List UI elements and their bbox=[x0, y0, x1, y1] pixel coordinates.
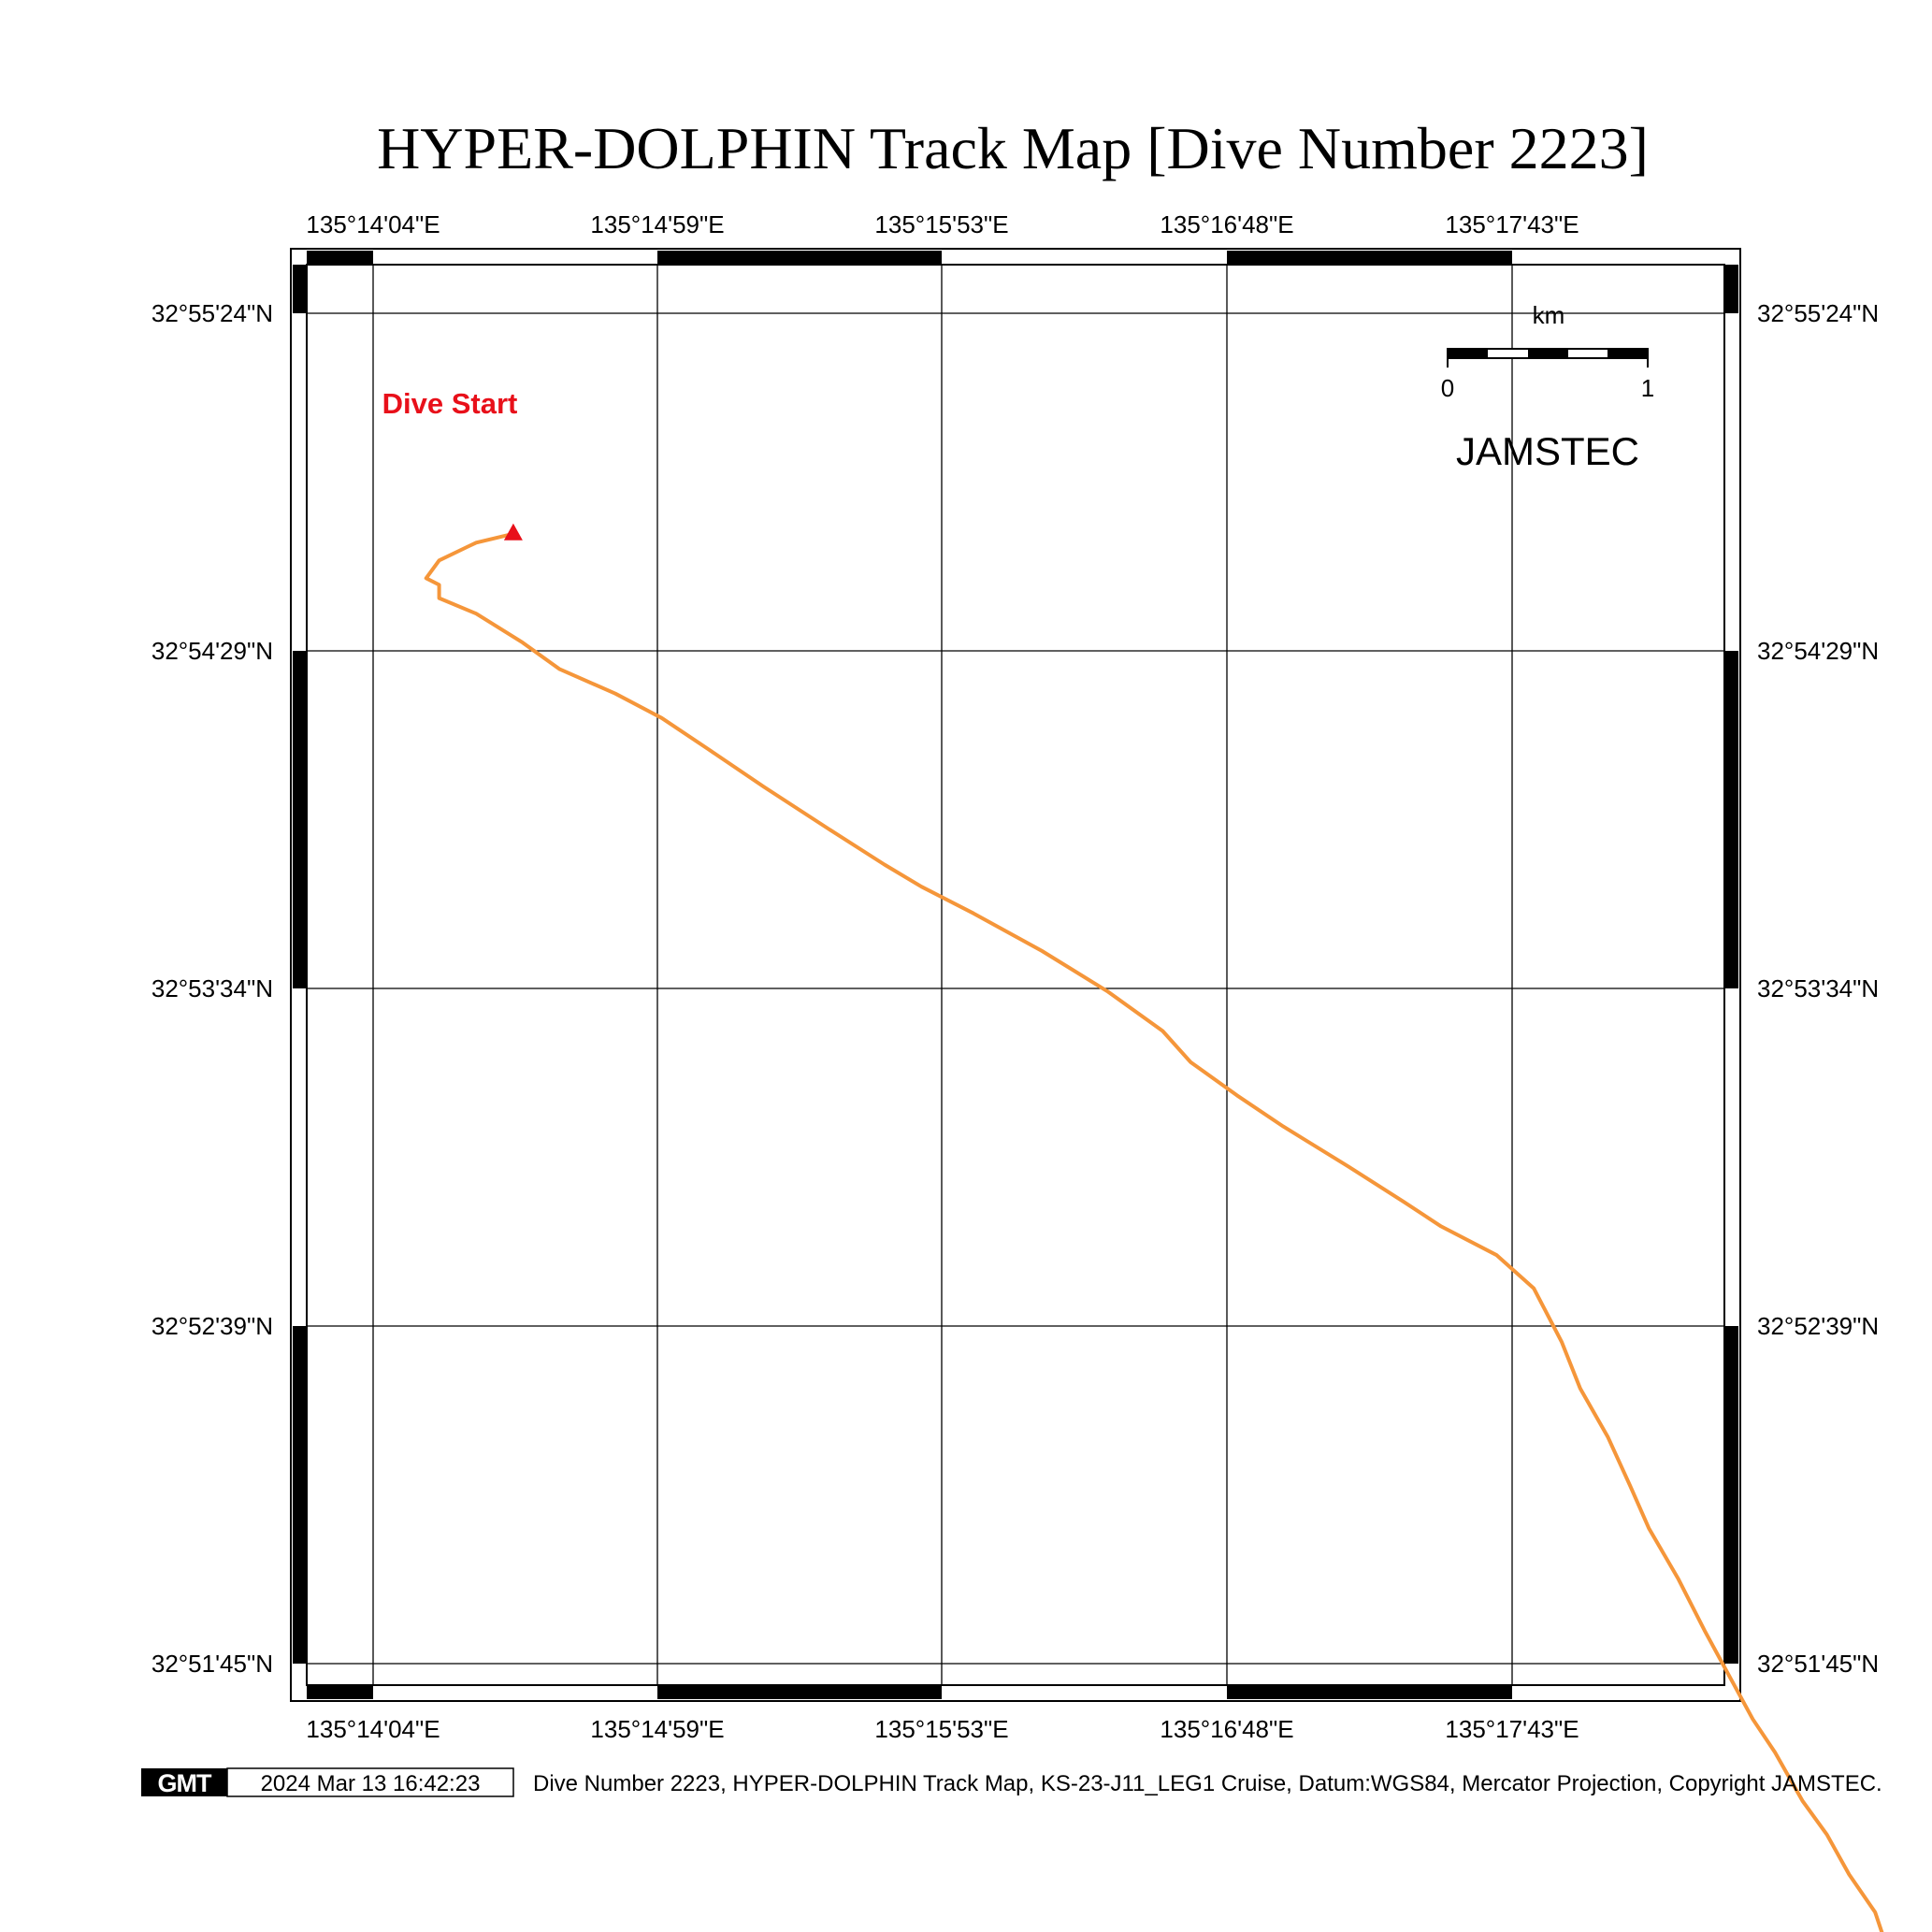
frame-checker-segment bbox=[307, 251, 373, 265]
scale-bar: km 0 1 bbox=[1441, 301, 1654, 402]
frame-checker-segment bbox=[293, 265, 307, 313]
lon-label-bottom: 135°14'04"E bbox=[306, 1715, 440, 1743]
lat-label-right: 32°55'24"N bbox=[1757, 299, 1879, 327]
lon-label-top: 135°14'59"E bbox=[590, 210, 724, 238]
scale-bar-segment bbox=[1528, 349, 1568, 358]
map-caption: Dive Number 2223, HYPER-DOLPHIN Track Ma… bbox=[533, 1771, 1882, 1796]
frame-checker-segment bbox=[1227, 251, 1512, 265]
frame-right-ticks bbox=[1724, 265, 1738, 1664]
lon-label-bottom: 135°16'48"E bbox=[1160, 1715, 1293, 1743]
lon-label-top: 135°16'48"E bbox=[1160, 210, 1293, 238]
footer: GMT 2024 Mar 13 16:42:23 Dive Number 222… bbox=[141, 1767, 1882, 1797]
lat-label-left: 32°51'45"N bbox=[151, 1650, 273, 1678]
frame-bottom-ticks bbox=[307, 1685, 1512, 1699]
frame-checker-segment bbox=[293, 1326, 307, 1664]
frame-left-ticks bbox=[293, 265, 307, 1664]
frame-checker-segment bbox=[657, 251, 942, 265]
lon-label-bottom: 135°15'53"E bbox=[874, 1715, 1008, 1743]
frame-checker-segment bbox=[293, 651, 307, 988]
lat-label-left: 32°53'34"N bbox=[151, 974, 273, 1002]
scale-end-label: 1 bbox=[1641, 374, 1654, 402]
lat-label-right: 32°51'45"N bbox=[1757, 1650, 1879, 1678]
gmt-logo-text: GMT bbox=[158, 1769, 212, 1797]
lon-label-bottom: 135°14'59"E bbox=[590, 1715, 724, 1743]
frame-checker-segment bbox=[1724, 265, 1738, 313]
frame-checker-segment bbox=[1724, 651, 1738, 988]
dive-track-line bbox=[424, 531, 1884, 1932]
dive-start-marker-icon bbox=[503, 523, 523, 541]
organization-label: JAMSTEC bbox=[1456, 429, 1639, 473]
frame-checker-segment bbox=[1724, 1326, 1738, 1664]
gmt-logo-icon bbox=[141, 1768, 227, 1796]
scale-start-label: 0 bbox=[1441, 374, 1454, 402]
scale-bar-segment bbox=[1608, 349, 1648, 358]
map-title: HYPER-DOLPHIN Track Map [Dive Number 222… bbox=[377, 115, 1649, 181]
scale-unit: km bbox=[1533, 301, 1565, 329]
timestamp-box bbox=[226, 1767, 514, 1797]
lat-label-left: 32°52'39"N bbox=[151, 1312, 273, 1340]
lat-label-left: 32°54'29"N bbox=[151, 637, 273, 665]
frame-checker-segment bbox=[1227, 1685, 1512, 1699]
lat-label-right: 32°53'34"N bbox=[1757, 974, 1879, 1002]
lon-label-bottom: 135°17'43"E bbox=[1445, 1715, 1579, 1743]
outer-frame bbox=[290, 248, 1741, 1702]
frame-checker-segment bbox=[307, 1685, 373, 1699]
dive-start-label: Dive Start bbox=[382, 387, 518, 420]
frame-checker-segment bbox=[657, 1685, 942, 1699]
scale-bar-segment bbox=[1448, 349, 1488, 358]
lon-label-top: 135°17'43"E bbox=[1445, 210, 1579, 238]
frame-top-ticks bbox=[307, 251, 1512, 265]
lon-label-top: 135°14'04"E bbox=[306, 210, 440, 238]
lon-label-top: 135°15'53"E bbox=[874, 210, 1008, 238]
lat-label-left: 32°55'24"N bbox=[151, 299, 273, 327]
timestamp-text: 2024 Mar 13 16:42:23 bbox=[261, 1771, 481, 1796]
lat-label-right: 32°54'29"N bbox=[1757, 637, 1879, 665]
graticule bbox=[307, 265, 1724, 1685]
lat-label-right: 32°52'39"N bbox=[1757, 1312, 1879, 1340]
